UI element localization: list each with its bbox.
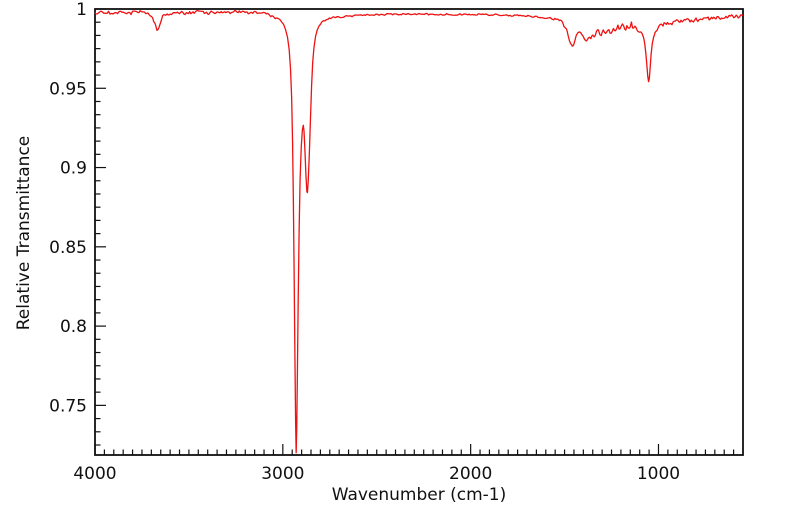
plot-border <box>94 8 744 456</box>
y-tick-label: 0.75 <box>49 396 87 416</box>
y-tick-label: 1 <box>76 0 87 20</box>
y-tick-label: 0.8 <box>60 317 87 337</box>
x-tick-label: 3000 <box>261 464 304 484</box>
x-axis-label: Wavenumber (cm-1) <box>331 485 507 505</box>
y-axis-label: Relative Transmittance <box>14 135 34 331</box>
x-tick-label: 4000 <box>73 464 116 484</box>
x-tick-label: 2000 <box>449 464 492 484</box>
y-tick-label: 0.95 <box>49 79 87 99</box>
y-tick-label: 0.85 <box>49 238 87 258</box>
x-tick-label: 1000 <box>637 464 680 484</box>
spectrum-line <box>94 9 744 454</box>
y-tick-label: 0.9 <box>60 159 87 179</box>
